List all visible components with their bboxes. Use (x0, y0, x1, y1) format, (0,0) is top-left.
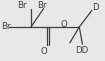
Text: Br: Br (37, 1, 46, 10)
Text: Br: Br (17, 1, 27, 10)
Text: Br: Br (1, 22, 11, 31)
Text: DD: DD (75, 46, 88, 55)
Text: O: O (60, 20, 67, 29)
Text: O: O (41, 47, 47, 56)
Text: D: D (92, 3, 98, 12)
